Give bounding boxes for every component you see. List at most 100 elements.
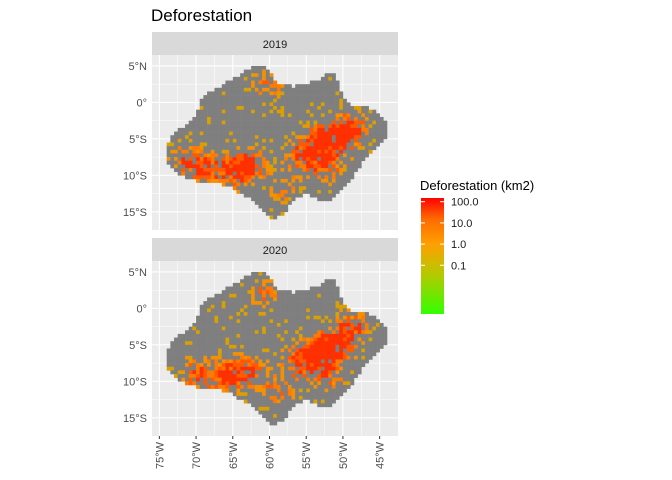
map-cell	[280, 138, 285, 143]
map-cell	[324, 171, 329, 176]
map-cell	[298, 164, 303, 169]
map-cell	[254, 186, 259, 191]
map-cell	[269, 384, 274, 389]
map-cell	[320, 326, 325, 331]
map-cell	[298, 395, 303, 400]
map-cell	[225, 344, 230, 349]
map-cell	[287, 98, 292, 103]
map-cell	[207, 142, 212, 147]
map-cell	[236, 95, 241, 100]
map-cell	[265, 84, 270, 89]
map-cell	[317, 304, 322, 309]
map-cell	[214, 359, 219, 364]
map-cell	[309, 359, 314, 364]
map-cell	[295, 95, 300, 100]
map-cell	[214, 106, 219, 110]
map-cell	[181, 164, 186, 169]
map-cell	[232, 142, 237, 147]
map-cell	[302, 95, 307, 100]
map-cell	[214, 135, 219, 140]
map-cell	[207, 352, 212, 357]
map-cell	[331, 76, 336, 81]
map-cell	[214, 124, 219, 129]
map-cell	[287, 312, 292, 316]
map-cell	[258, 65, 263, 70]
map-cell	[269, 116, 274, 121]
map-cell	[251, 69, 256, 74]
map-cell	[298, 142, 303, 147]
map-cell	[229, 116, 234, 121]
map-cell	[331, 388, 336, 393]
map-cell	[295, 326, 300, 331]
map-cell	[177, 377, 182, 382]
map-cell	[243, 304, 248, 309]
map-cell	[350, 106, 355, 110]
map-cell	[335, 109, 340, 114]
map-cell	[199, 319, 204, 324]
map-cell	[203, 359, 208, 364]
map-cell	[207, 377, 212, 382]
map-cell	[328, 175, 333, 180]
map-cell	[357, 106, 362, 110]
map-cell	[240, 366, 245, 371]
map-cell	[229, 352, 234, 357]
map-cell	[276, 374, 281, 378]
map-cell	[313, 91, 318, 96]
map-cell	[240, 131, 245, 136]
map-cell	[181, 337, 186, 342]
map-cell	[262, 410, 267, 415]
map-cell	[324, 80, 329, 85]
map-cell	[269, 344, 274, 349]
map-cell	[350, 124, 355, 129]
map-cell	[218, 131, 223, 136]
map-cell	[339, 131, 344, 136]
map-cell	[320, 175, 325, 180]
map-cell	[258, 189, 263, 194]
map-cell	[203, 109, 208, 114]
map-cell	[320, 330, 325, 335]
map-cell	[346, 142, 351, 147]
map-cell	[276, 370, 281, 375]
map-cell	[339, 106, 344, 110]
map-cell	[298, 341, 303, 346]
map-cell	[291, 98, 296, 103]
map-cell	[265, 127, 270, 132]
map-cell	[353, 146, 358, 151]
map-cell	[196, 319, 201, 324]
map-cell	[247, 279, 252, 284]
map-cell	[265, 341, 270, 346]
map-cell	[203, 355, 208, 360]
map-cell	[269, 410, 274, 415]
map-cell	[210, 109, 215, 114]
map-cell	[232, 175, 237, 180]
map-cell	[317, 106, 322, 110]
map-cell	[306, 175, 311, 180]
map-cell	[339, 127, 344, 132]
map-cell	[174, 142, 178, 147]
map-cell	[254, 84, 259, 89]
map-cell	[210, 131, 215, 136]
map-cell	[324, 384, 329, 389]
map-cell	[269, 359, 274, 364]
map-cell	[280, 392, 285, 397]
map-cell	[243, 322, 248, 327]
map-cell	[214, 160, 219, 165]
map-cell	[258, 301, 263, 306]
map-cell	[247, 326, 252, 331]
map-cell	[236, 160, 241, 165]
map-cell	[298, 87, 303, 92]
map-cell	[240, 98, 245, 103]
map-cell	[346, 138, 351, 143]
map-cell	[287, 168, 292, 172]
map-cell	[225, 138, 230, 143]
map-cell	[276, 138, 281, 143]
map-cell	[320, 113, 325, 118]
map-cell	[269, 193, 274, 198]
map-cell	[185, 359, 190, 364]
map-cell	[232, 84, 237, 89]
map-cell	[324, 290, 329, 295]
map-cell	[298, 146, 303, 151]
map-cell	[265, 392, 270, 397]
map-cell	[240, 157, 245, 162]
map-cell	[247, 76, 252, 81]
